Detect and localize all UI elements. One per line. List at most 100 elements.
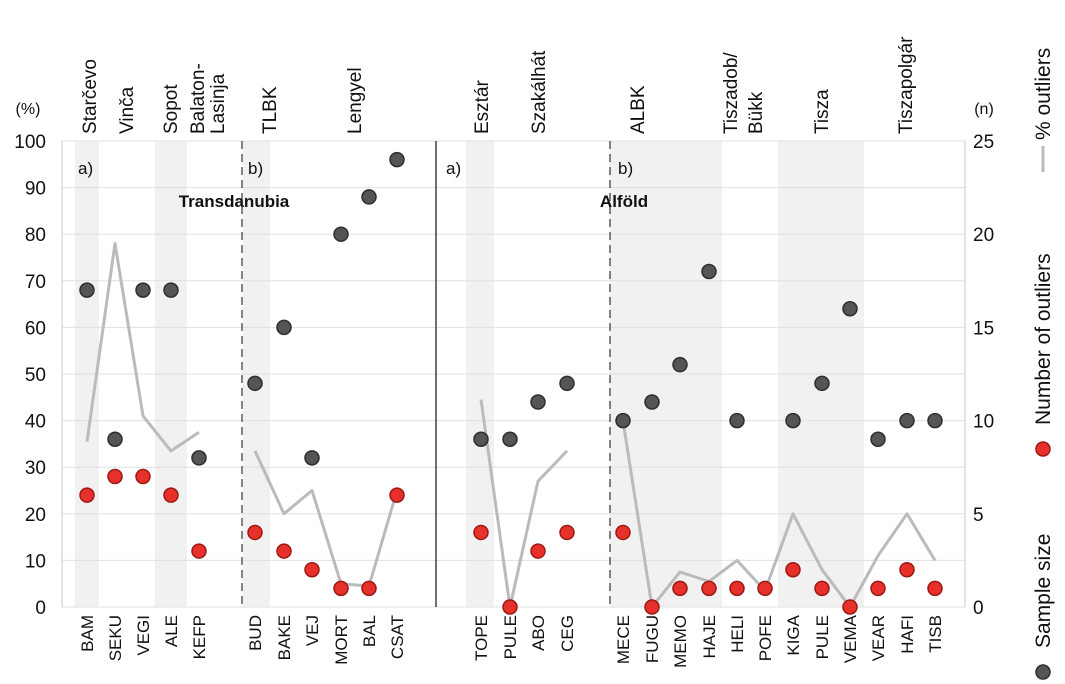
outlier-count-point-19	[729, 580, 745, 597]
category-label-12: PULE	[501, 615, 520, 659]
sample-size-point-5	[247, 375, 263, 392]
category-label-7: VEJ	[303, 615, 322, 646]
sample-size-point-25	[899, 412, 915, 429]
sample-size-point-21	[785, 412, 801, 429]
category-label-14: CEG	[558, 615, 577, 652]
category-label-6: BAKE	[275, 615, 294, 660]
sample-size-point-18	[701, 263, 717, 280]
category-label-18: HAJE	[700, 615, 719, 658]
category-label-3: ALE	[162, 615, 181, 647]
panel-label-1-0: a)	[446, 159, 461, 178]
category-label-11: TOPE	[472, 615, 491, 661]
outlier-count-point-21	[785, 561, 801, 578]
outlier-count-point-1	[107, 468, 123, 485]
category-label-20: POFE	[756, 615, 775, 661]
category-label-15: MECE	[614, 615, 633, 664]
left-tick-label-2: 20	[25, 505, 46, 526]
left-tick-label-8: 80	[25, 225, 46, 246]
right-tick-label-3: 15	[973, 318, 994, 339]
sample-size-point-13	[530, 394, 546, 410]
sample-size-point-11	[473, 431, 489, 447]
pct-outliers-line-3	[621, 420, 937, 609]
left-tick-label-9: 90	[25, 179, 46, 200]
legend-label-samples: Sample size	[1032, 534, 1055, 648]
sample-size-point-6	[276, 319, 292, 336]
culture-label-0: Starčevo	[80, 59, 101, 134]
sample-size-point-24	[870, 431, 886, 447]
sample-size-point-2	[135, 282, 151, 298]
culture-label-12: Tisza	[812, 89, 833, 134]
sample-size-point-26	[927, 412, 943, 429]
pct-outliers-line-1	[253, 450, 399, 588]
right-tick-label-5: 25	[973, 132, 994, 153]
category-label-16: FUGU	[643, 615, 662, 663]
outlier-count-point-12	[502, 599, 518, 615]
sample-size-point-3	[163, 282, 179, 298]
category-label-1: SEKU	[106, 615, 125, 661]
outlier-count-point-7	[304, 561, 320, 578]
outlier-count-point-14	[559, 524, 575, 541]
culture-label-3: Balaton-	[188, 63, 209, 134]
outlier-count-point-4	[191, 543, 207, 559]
sample-size-point-9	[361, 189, 377, 205]
panel-label-0-0: a)	[78, 159, 93, 178]
category-label-2: VEGI	[134, 615, 153, 656]
pct-outliers-line-0	[85, 242, 200, 453]
region-title-alfold: Alföld	[600, 192, 648, 211]
right-tick-label-2: 10	[973, 412, 994, 433]
category-label-4: KEFP	[190, 615, 209, 659]
culture-label-6: Lengyel	[345, 67, 366, 134]
legend-label-pct-outliers: % outliers	[1032, 48, 1055, 140]
pct-outliers-line-2	[479, 399, 569, 609]
sample-size-point-8	[333, 226, 349, 242]
category-label-8: MORT	[332, 615, 351, 665]
culture-label-8: Szakálhát	[529, 50, 550, 134]
sample-size-point-12	[502, 431, 518, 447]
left-tick-label-3: 30	[25, 458, 46, 479]
right-tick-label-4: 20	[973, 225, 994, 246]
category-label-25: HAFI	[898, 615, 917, 654]
outlier-count-point-24	[870, 580, 886, 597]
left-tick-label-0: 0	[35, 598, 46, 619]
sample-size-point-1	[107, 431, 123, 447]
category-label-19: HELI	[728, 615, 747, 653]
culture-label-5: TLBK	[260, 86, 281, 134]
outlier-count-point-16	[644, 599, 660, 615]
culture-label-13: Tiszapolgár	[896, 36, 917, 134]
category-label-10: CSAT	[388, 615, 407, 659]
sample-size-point-23	[842, 301, 858, 317]
panel-label-0-1: b)	[248, 159, 263, 178]
left-tick-label-5: 50	[25, 365, 46, 386]
category-label-22: PULE	[813, 615, 832, 659]
outlier-count-point-18	[701, 580, 717, 597]
legend-marker-samples	[1035, 664, 1051, 680]
right-tick-label-1: 5	[973, 505, 984, 526]
left-tick-label-10: 100	[14, 132, 46, 153]
sample-size-point-15	[615, 412, 631, 429]
category-label-23: VEMA	[841, 614, 860, 663]
sample-size-point-7	[304, 450, 320, 466]
left-tick-label-6: 60	[25, 318, 46, 339]
right-tick-label-0: 0	[973, 598, 984, 619]
sample-size-point-0	[79, 282, 95, 298]
legend-label-outliers: Number of outliers	[1032, 253, 1055, 425]
outlier-count-point-2	[135, 468, 151, 485]
category-label-5: BUD	[246, 615, 265, 651]
outlier-count-point-10	[389, 487, 405, 503]
left-tick-label-4: 40	[25, 412, 46, 433]
right-axis-unit: (n)	[974, 101, 994, 118]
sample-size-point-4	[191, 450, 207, 466]
sample-size-point-10	[389, 151, 405, 168]
category-label-13: ABO	[529, 615, 548, 651]
sample-size-point-14	[559, 375, 575, 392]
sample-size-point-19	[729, 412, 745, 429]
culture-label-9: ALBK	[628, 85, 649, 134]
outlier-count-point-6	[276, 543, 292, 559]
culture-label-4: Lasinja	[208, 73, 229, 134]
outlier-count-point-8	[333, 580, 349, 597]
outlier-count-point-0	[79, 487, 95, 503]
category-label-17: MEMO	[671, 615, 690, 668]
outlier-count-point-26	[927, 580, 943, 597]
culture-label-10: Tiszadob/	[721, 52, 742, 134]
outlier-count-point-9	[361, 580, 377, 597]
